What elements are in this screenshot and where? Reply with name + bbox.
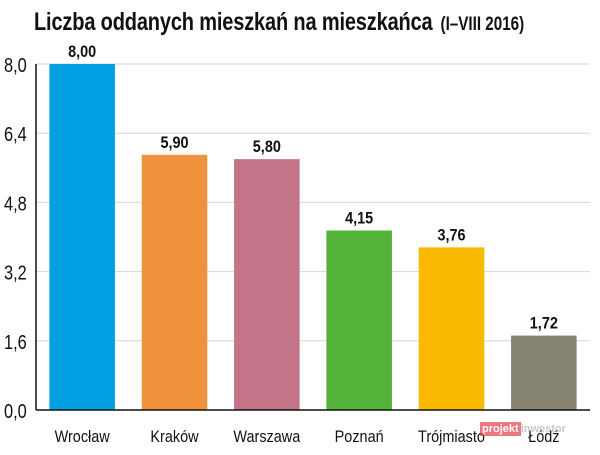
data-label: 5,80 xyxy=(253,138,281,156)
y-tick-label: 1,6 xyxy=(4,330,27,353)
y-tick-label: 0,0 xyxy=(4,399,27,422)
bar xyxy=(511,335,577,410)
data-label: 4,15 xyxy=(345,210,373,228)
y-tick-label: 6,4 xyxy=(4,123,27,146)
y-tick-label: 8,0 xyxy=(4,53,27,76)
x-tick-label: Łódź xyxy=(528,428,559,446)
data-label: 8,00 xyxy=(68,43,96,61)
bar xyxy=(234,159,300,410)
y-tick-label: 4,8 xyxy=(4,192,27,215)
x-tick-label: Kraków xyxy=(150,428,199,446)
x-tick-label: Warszawa xyxy=(233,428,300,446)
data-label: 3,76 xyxy=(437,226,465,244)
chart-title-row: Liczba oddanych mieszkań na mieszkańca (I… xyxy=(34,8,524,37)
bar xyxy=(141,154,208,410)
chart-title: Liczba oddanych mieszkań na mieszkańca xyxy=(34,8,433,36)
watermark-part1: projekt xyxy=(480,422,521,436)
data-label: 1,72 xyxy=(530,315,558,333)
watermark-logo: projekt inwestor xyxy=(480,422,566,436)
watermark-part2: inwestor xyxy=(520,423,566,435)
bar xyxy=(326,230,392,410)
x-tick-label: Poznań xyxy=(335,428,384,446)
chart-subtitle: (I–VIII 2016) xyxy=(440,14,525,35)
x-tick-label: Trójmiasto xyxy=(418,428,485,446)
bar xyxy=(418,247,485,410)
x-tick-label: Wrocław xyxy=(55,428,111,446)
y-tick-label: 3,2 xyxy=(4,261,27,284)
bar xyxy=(49,64,115,410)
data-label: 5,90 xyxy=(160,134,188,152)
